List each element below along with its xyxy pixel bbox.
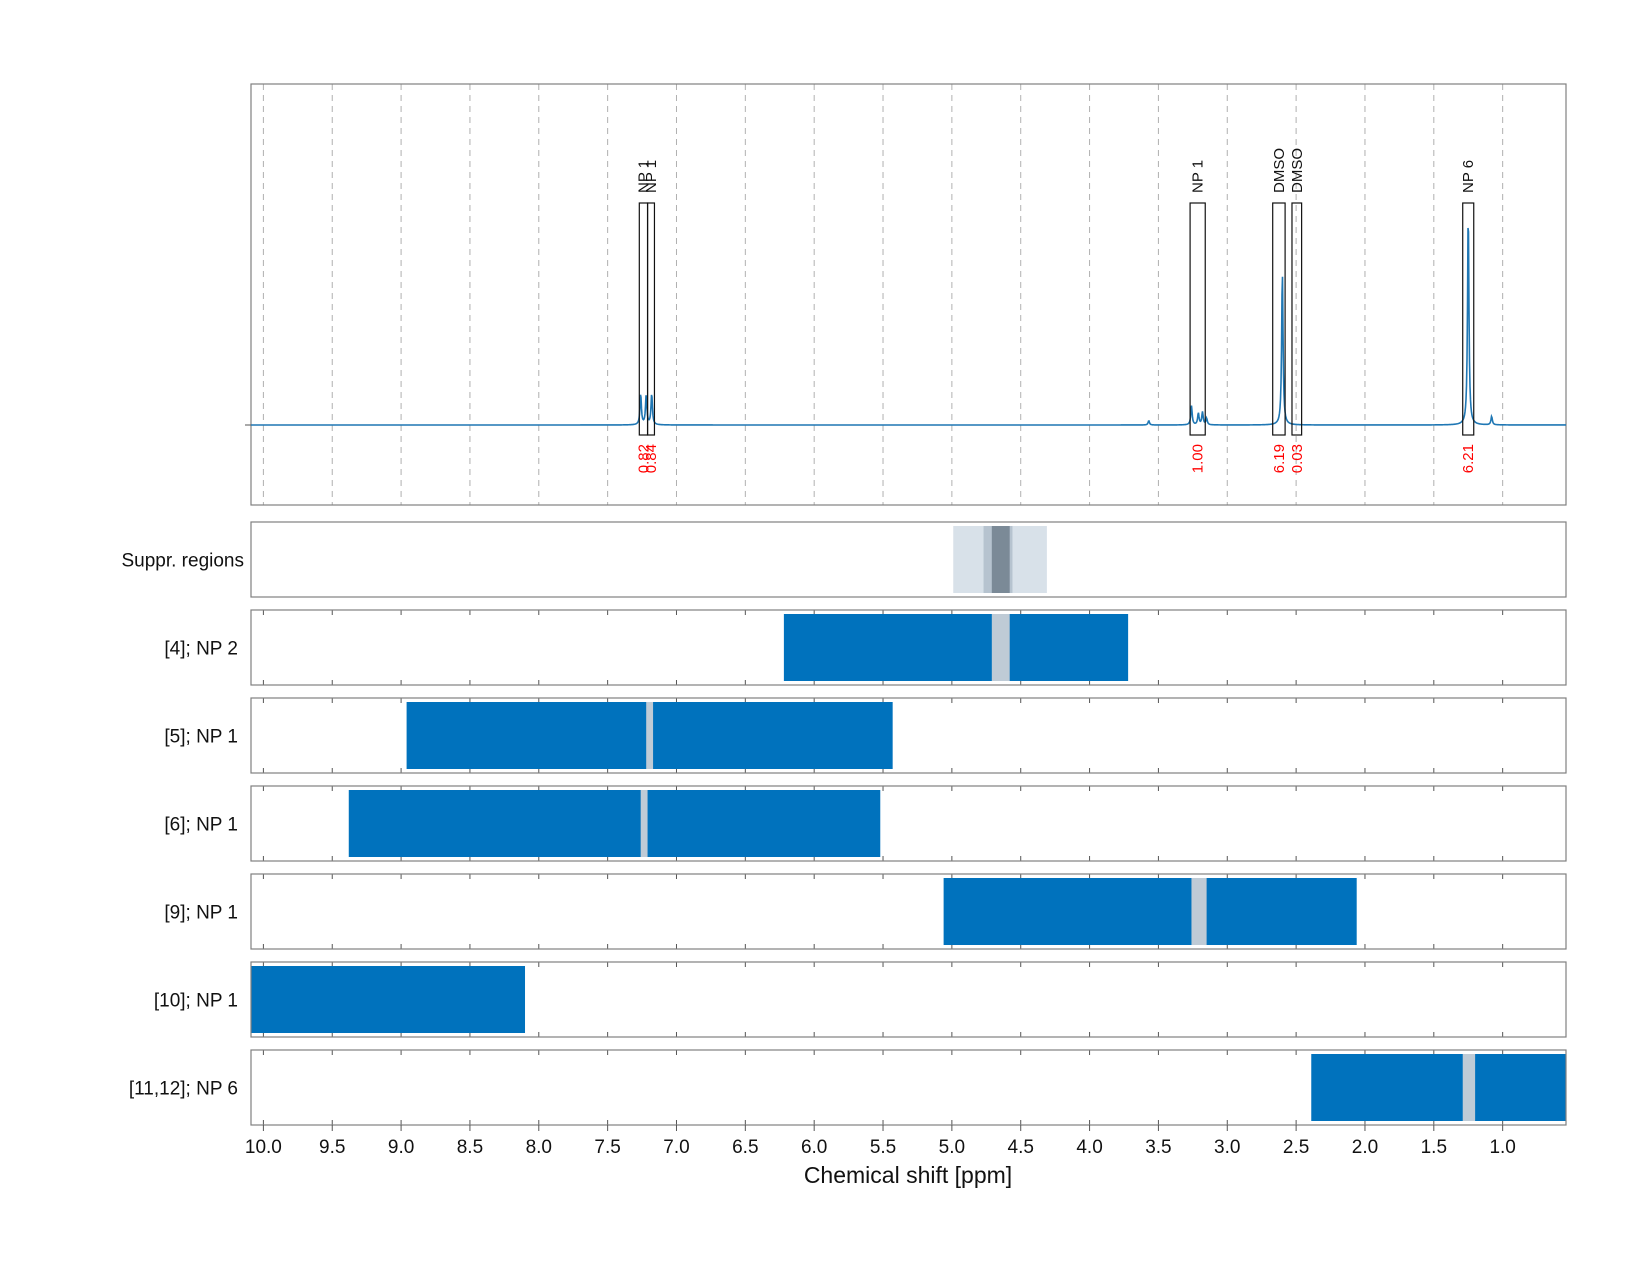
region-panel: [6]; NP 1: [164, 785, 1567, 862]
x-tick-label: 1.5: [1421, 1137, 1447, 1158]
region-panel: [11,12]; NP 6: [129, 1049, 1567, 1126]
x-tick-label: 2.0: [1352, 1137, 1378, 1158]
x-tick-label: 8.0: [526, 1137, 552, 1158]
peak-box: [1272, 202, 1286, 436]
x-tick-label: 7.5: [594, 1137, 620, 1158]
region-bar: [348, 790, 881, 857]
integral-label: 6.19: [1271, 444, 1288, 473]
region-bar: [783, 614, 1129, 681]
x-tick-label: 4.5: [1008, 1137, 1034, 1158]
integral-label: 0.03: [1289, 444, 1306, 473]
suppression-panel: Suppr. regions: [121, 521, 1567, 598]
region-label: [11,12]; NP 6: [129, 1079, 238, 1100]
region-frame: [250, 961, 1567, 1038]
x-tick-label: 8.5: [457, 1137, 483, 1158]
peak-box: [1189, 202, 1206, 436]
region-frame: [250, 785, 1567, 862]
region-gap: [640, 790, 648, 857]
region-bar: [1311, 1054, 1566, 1121]
spectrum-panel: NP 1 0.82 NP 1 0.84 NP 1 1.00 DMSO 6.19 DMSO 0.03…: [245, 83, 1567, 506]
region-gap: [1191, 878, 1207, 945]
region-panels: [4]; NP 2 [5]; NP 1 [6]; NP 1 [9]; NP 1 [10]…: [129, 609, 1567, 1126]
region-bar: [943, 878, 1357, 945]
x-tick-label: 5.5: [870, 1137, 896, 1158]
x-tick-label: 5.0: [939, 1137, 965, 1158]
region-label: [5]; NP 1: [164, 727, 238, 748]
region-label: [4]; NP 2: [164, 639, 238, 660]
integral-label: 1.00: [1190, 444, 1207, 473]
peak-label: NP 1: [643, 160, 660, 193]
x-tick-label: 4.0: [1076, 1137, 1102, 1158]
peak-label: NP 1: [635, 160, 652, 193]
region-label: [6]; NP 1: [164, 815, 238, 836]
region-panel: [9]; NP 1: [164, 873, 1567, 950]
spectrum-frame: [250, 83, 1567, 506]
region-frame: [250, 873, 1567, 950]
x-tick-label: 3.5: [1145, 1137, 1171, 1158]
region-bar: [251, 966, 526, 1033]
x-tick-label: 6.5: [732, 1137, 758, 1158]
region-panel: [10]; NP 1: [154, 961, 1567, 1038]
x-tick-label: 9.5: [319, 1137, 345, 1158]
region-frame: [250, 609, 1567, 686]
x-tick-label: 9.0: [388, 1137, 414, 1158]
region-label: [10]; NP 1: [154, 991, 238, 1012]
integral-label: 0.82: [635, 444, 652, 473]
x-tick-label: 1.0: [1489, 1137, 1515, 1158]
region-panel: [5]; NP 1: [164, 697, 1567, 774]
region-frame: [250, 1049, 1567, 1126]
peak-label: NP 1: [1190, 160, 1207, 193]
x-tick-label: 6.0: [801, 1137, 827, 1158]
peak-box: [1462, 202, 1475, 436]
region-gap: [1462, 1054, 1476, 1121]
region-gap: [646, 702, 654, 769]
x-tick-label: 10.0: [245, 1137, 282, 1158]
x-axis-title: Chemical shift [ppm]: [804, 1162, 1012, 1188]
region-label: [9]; NP 1: [164, 903, 238, 924]
region-gap: [991, 614, 1010, 681]
spectrum-line: [251, 227, 1566, 426]
peak-label: NP 6: [1460, 160, 1477, 193]
suppression-band: [991, 526, 1010, 593]
integral-label: 6.21: [1460, 444, 1477, 473]
x-axis: 10.0 9.5 9.0 8.5 8.0 7.5 7.0 6.5 6.0 5.5 5.0 4.5 4.0…: [245, 1125, 1516, 1158]
peak-box: [646, 202, 656, 436]
peak-label: DMSO: [1271, 148, 1288, 193]
x-tick-label: 7.0: [663, 1137, 689, 1158]
x-tick-label: 2.5: [1283, 1137, 1309, 1158]
peak-label: DMSO: [1289, 148, 1306, 193]
integral-label: 0.84: [643, 444, 660, 473]
peak-box: [1291, 202, 1303, 436]
x-tick-label: 3.0: [1214, 1137, 1240, 1158]
suppression-label: Suppr. regions: [121, 551, 244, 572]
suppression-frame: [250, 521, 1567, 598]
region-panel: [4]; NP 2: [164, 609, 1567, 686]
region-frame: [250, 697, 1567, 774]
